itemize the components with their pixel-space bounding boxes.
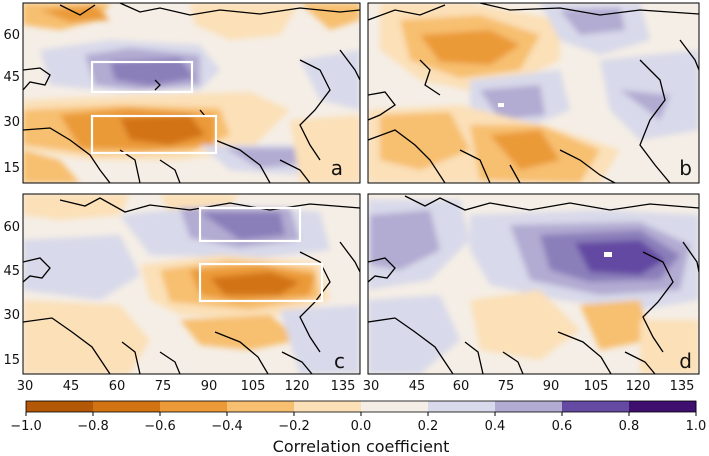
panel-d: d xyxy=(367,193,700,375)
region-box-south xyxy=(198,262,324,303)
lat-tick: 60 xyxy=(3,28,20,43)
panel-b-field xyxy=(368,3,699,183)
lon-tick: 45 xyxy=(409,379,426,394)
colorbar-bin xyxy=(227,401,295,412)
region-box-north xyxy=(90,60,194,94)
lat-tick: 30 xyxy=(3,308,20,323)
lon-tick: 135 xyxy=(670,379,695,394)
lat-axis-bottom: 60 45 30 15 xyxy=(3,220,20,368)
lon-axis: 30 45 60 75 90 105 120 135 30 45 60 75 9… xyxy=(17,379,695,394)
colorbar-tick-label: −1.0 xyxy=(10,419,42,434)
lat-tick: 15 xyxy=(3,353,20,368)
colorbar: −1.0 −0.8 −0.6 −0.4 −0.2 0.0 0.2 0.4 0.6 0.8 1.0 C… xyxy=(10,400,706,456)
lat-axis-top: 60 45 30 15 xyxy=(3,28,20,176)
lon-tick: 75 xyxy=(155,379,172,394)
lon-tick: 90 xyxy=(201,379,218,394)
colorbar-bin xyxy=(294,401,362,412)
panel-b-frame xyxy=(367,2,700,184)
lat-tick: 45 xyxy=(3,264,20,279)
region-box-north xyxy=(198,206,302,243)
lon-tick: 105 xyxy=(584,379,609,394)
lat-tick: 15 xyxy=(3,161,20,176)
colorbar-ticks: −1.0 −0.8 −0.6 −0.4 −0.2 0.0 0.2 0.4 0.6 0.8 1.0 xyxy=(10,412,706,434)
panel-b: b xyxy=(367,2,700,184)
lat-tick: 60 xyxy=(3,220,20,235)
colorbar-bin xyxy=(562,401,630,412)
colorbar-bin xyxy=(26,401,94,412)
lat-tick: 30 xyxy=(3,115,20,130)
panel-c-frame xyxy=(22,193,361,375)
panel-a-frame xyxy=(22,2,361,184)
colorbar-tick-label: 1.0 xyxy=(686,419,707,434)
lon-tick: 90 xyxy=(543,379,560,394)
colorbar-tick-label: 0.0 xyxy=(351,419,372,434)
colorbar-label: Correlation coefficient xyxy=(273,437,450,456)
colorbar-tick-label: −0.2 xyxy=(278,419,310,434)
colorbar-bin xyxy=(93,401,161,412)
lon-tick: 75 xyxy=(498,379,515,394)
panel-b-label: b xyxy=(679,156,692,180)
lon-tick: 105 xyxy=(241,379,266,394)
colorbar-bin xyxy=(629,401,697,412)
panel-a-field xyxy=(23,3,360,183)
colorbar-bin xyxy=(428,401,496,412)
lon-tick: 30 xyxy=(363,379,380,394)
panel-d-field xyxy=(368,194,699,374)
panel-c-label: c xyxy=(334,349,345,373)
region-box-south xyxy=(90,114,218,155)
colorbar-tick-label: −0.4 xyxy=(211,419,243,434)
lon-tick: 120 xyxy=(285,379,310,394)
colorbar-tick-label: 0.2 xyxy=(418,419,439,434)
lon-tick: 60 xyxy=(109,379,126,394)
colorbar-bins xyxy=(26,401,697,412)
lon-tick: 60 xyxy=(453,379,470,394)
lat-tick: 45 xyxy=(3,70,20,85)
panel-a-label: a xyxy=(331,156,343,180)
colorbar-tick-label: −0.6 xyxy=(144,419,176,434)
panel-a: a xyxy=(22,2,361,184)
lon-tick: 120 xyxy=(626,379,651,394)
colorbar-bin xyxy=(160,401,228,412)
panel-c: c xyxy=(22,193,361,375)
colorbar-tick-label: −0.8 xyxy=(77,419,109,434)
panel-d-frame xyxy=(367,193,700,375)
colorbar-tick-label: 0.6 xyxy=(552,419,573,434)
panel-c-field xyxy=(23,194,360,374)
colorbar-tick-label: 0.4 xyxy=(485,419,506,434)
panel-d-label: d xyxy=(679,349,692,373)
colorbar-bin xyxy=(361,401,429,412)
lon-tick: 45 xyxy=(63,379,80,394)
lon-tick: 135 xyxy=(331,379,356,394)
colorbar-tick-label: 0.8 xyxy=(619,419,640,434)
lon-tick: 30 xyxy=(17,379,34,394)
colorbar-bin xyxy=(495,401,563,412)
